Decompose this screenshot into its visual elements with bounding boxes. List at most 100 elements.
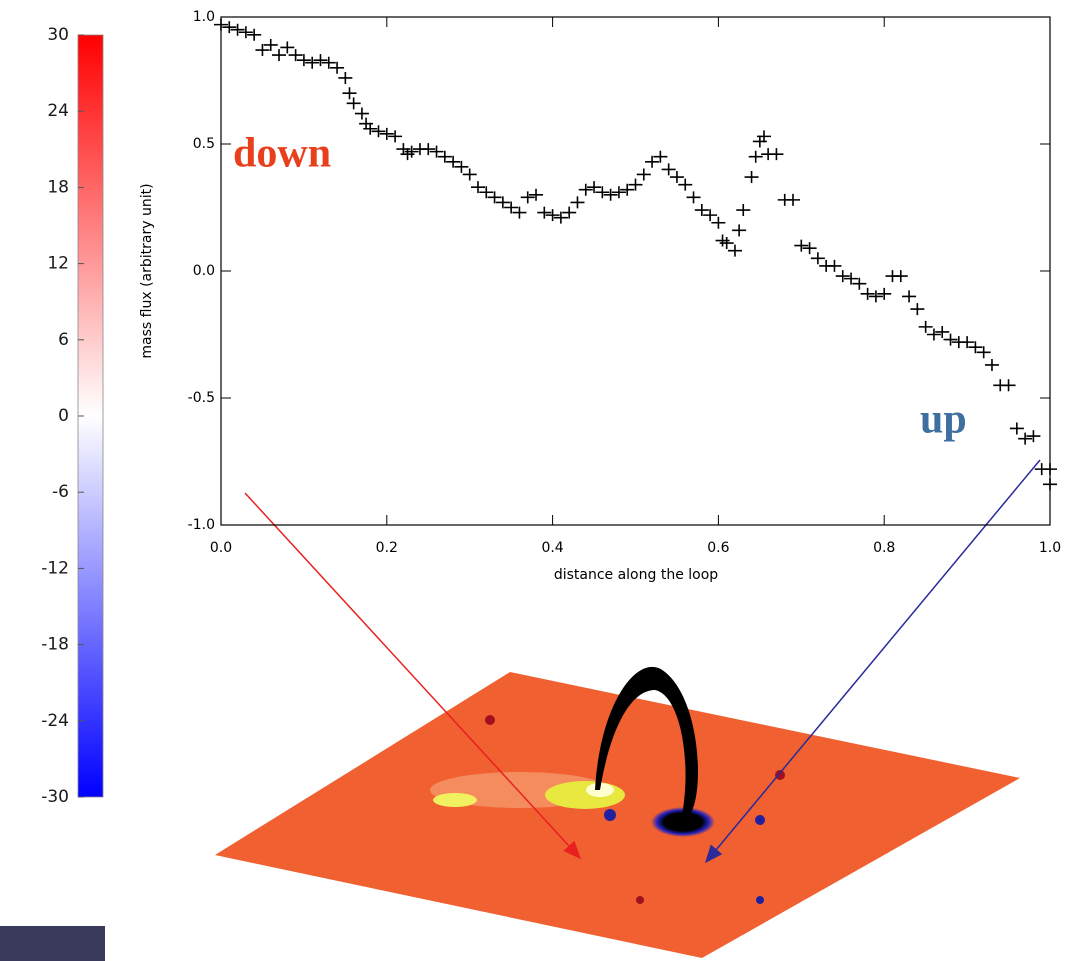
data-point [330,62,344,74]
data-point [612,186,626,198]
data-point [944,334,958,346]
x-tick-label: 0.8 [873,540,895,556]
data-point [272,49,286,61]
data-point [836,270,850,282]
corner-block [0,926,105,961]
data-point [811,252,825,264]
data-point [960,336,974,348]
data-point [264,39,278,51]
figure: distance along the loop mass flux (arbit… [0,0,1082,961]
data-point [255,44,269,56]
data-point [430,146,444,158]
data-point [711,217,725,229]
data-point [629,179,643,191]
data-point [421,143,435,155]
data-point [222,21,236,33]
data-point [732,224,746,236]
data-point [297,54,311,66]
data-point [1043,463,1057,475]
data-point [645,156,659,168]
data-point [512,207,526,219]
colorbar-tick-label: 18 [47,177,69,197]
y-tick-label: 1.0 [193,9,215,25]
data-point [546,209,560,221]
data-point [745,171,759,183]
colorbar-tick-label: -6 [52,482,69,502]
data-point [239,26,253,38]
data-point [794,240,808,252]
data-point [662,163,676,175]
colorbar-tick-label: 30 [47,25,69,45]
data-point [703,209,717,221]
dark-spot [755,815,765,825]
data-point [902,290,916,302]
data-point [570,196,584,208]
data-point [537,207,551,219]
colorbar-tick-label: 0 [58,406,69,426]
data-point [446,156,460,168]
colorbar-tick-label: -24 [41,711,69,731]
data-point [463,168,477,180]
data-point [1026,430,1040,442]
data-point [977,346,991,358]
bright-region [545,781,625,809]
x-axis-label: distance along the loop [554,567,718,583]
dark-spot [636,896,644,904]
data-point [289,49,303,61]
data-point [786,194,800,206]
dark-spot [775,770,785,780]
data-point [247,29,261,41]
y-tick-label: 0.0 [193,263,215,279]
colorbar-tick-label: -18 [41,635,69,655]
colorbar-tick-label: -12 [41,558,69,578]
data-point [620,184,634,196]
data-point [869,290,883,302]
data-point [521,191,535,203]
colorbar-tick-label: 24 [47,101,69,121]
data-point [313,54,327,66]
data-point [695,204,709,216]
dark-spot [756,896,764,904]
data-point [1002,379,1016,391]
data-point [388,130,402,142]
y-tick-label: -0.5 [188,390,215,406]
data-point [595,186,609,198]
colorbar-tick-label: -30 [41,787,69,807]
y-tick-label: 0.5 [193,136,215,152]
x-tick-label: 0.6 [707,540,729,556]
data-point [985,359,999,371]
data-point [749,151,763,163]
data-point [803,242,817,254]
data-point [678,179,692,191]
data-point [471,181,485,193]
data-point [496,196,510,208]
dark-spot [485,715,495,725]
data-point [736,204,750,216]
data-point [1043,478,1057,490]
data-point [504,202,518,214]
data-point [214,19,228,31]
data-point [894,270,908,282]
data-point [769,148,783,160]
data-point [844,273,858,285]
x-tick-label: 1.0 [1039,540,1061,556]
data-point [562,207,576,219]
y-axis-label: mass flux (arbitrary unit) [139,183,155,358]
x-tick-label: 0.4 [541,540,563,556]
data-point [927,329,941,341]
data-point [919,321,933,333]
data-point [910,303,924,315]
data-point [1010,422,1024,434]
x-tick-label: 0.2 [376,540,398,556]
data-point [968,341,982,353]
data-point [479,186,493,198]
data-point [529,189,543,201]
bright-region [433,793,477,807]
data-point [935,326,949,338]
data-point [338,72,352,84]
colorbar-tick-label: 6 [58,330,69,350]
data-point [637,168,651,180]
data-point [670,171,684,183]
data-point [280,41,294,53]
data-point [687,191,701,203]
